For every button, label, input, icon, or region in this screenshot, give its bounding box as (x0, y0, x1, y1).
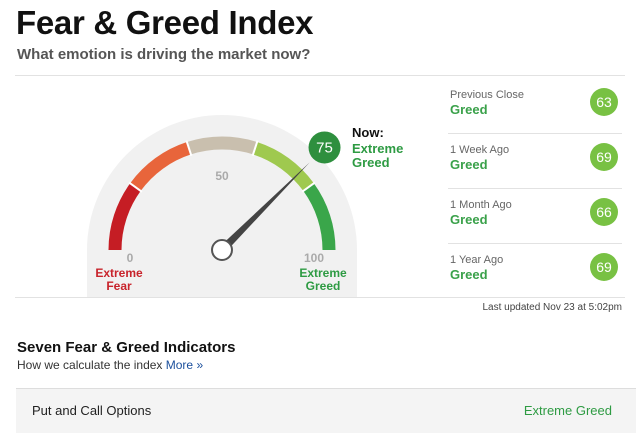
more-link[interactable]: More » (165, 358, 204, 372)
history-rating: Greed (450, 212, 488, 227)
gauge-tick-label: 0 (127, 251, 134, 265)
history-label: 1 Month Ago (450, 199, 512, 211)
history-rating: Greed (450, 102, 488, 117)
section-subtitle: How we calculate the index More » (17, 358, 203, 372)
now-rating: Extreme Greed (352, 141, 404, 170)
divider (448, 188, 622, 189)
needle-hub (211, 239, 233, 261)
gauge-band (130, 142, 192, 192)
history-label: Previous Close (450, 89, 524, 101)
gauge: 0 50 100 75 (87, 115, 357, 297)
divider (15, 297, 625, 298)
zone-label: Extreme Greed (299, 266, 347, 293)
band-separator (185, 140, 193, 157)
history-rating: Greed (450, 267, 488, 282)
section-title: Seven Fear & Greed Indicators (17, 339, 236, 356)
page-subtitle: What emotion is driving the market now? (17, 46, 311, 63)
subtitle-text: How we calculate the index (17, 358, 163, 372)
gauge-value: 75 (316, 139, 333, 156)
indicator-rating: Extreme Greed (523, 403, 612, 418)
page-title: Fear & Greed Index (16, 4, 314, 41)
value-badge (308, 131, 341, 164)
now-label: Now: (352, 125, 384, 140)
last-updated: Last updated Nov 23 at 5:02pm (482, 302, 622, 313)
gauge-band (108, 183, 141, 251)
band-separator (251, 140, 259, 157)
history-value: 63 (590, 88, 618, 116)
band-separator (301, 181, 316, 193)
history-rating: Greed (450, 157, 488, 172)
gauge-band (252, 142, 314, 192)
band-separator (128, 181, 143, 193)
history-label: 1 Year Ago (450, 254, 504, 266)
gauge-needle (219, 162, 310, 253)
history-label: 1 Week Ago (450, 144, 510, 156)
gauge-tick-label: 50 (215, 169, 229, 183)
indicator-name: Put and Call Options (32, 403, 152, 418)
divider (448, 243, 622, 244)
indicator-row[interactable]: Put and Call Options Extreme Greed (16, 388, 636, 433)
gauge-tick-label: 100 (304, 251, 324, 265)
divider (448, 133, 622, 134)
gauge-band (303, 183, 336, 251)
zone-label: Extreme Fear (95, 266, 143, 293)
divider (15, 75, 625, 76)
history-value: 69 (590, 143, 618, 171)
gauge-band (186, 136, 258, 155)
history-value: 66 (590, 198, 618, 226)
history-value: 69 (590, 253, 618, 281)
